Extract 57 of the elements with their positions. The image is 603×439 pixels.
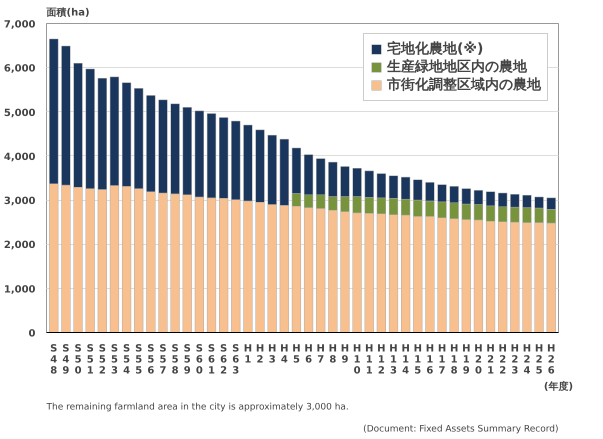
x-tick-label: S50 [74, 344, 82, 376]
x-tick-label: H4 [280, 344, 288, 366]
x-tick-label: H21 [486, 344, 495, 376]
x-tick-label: H9 [340, 344, 350, 366]
x-tick-label: S59 [184, 344, 191, 376]
x-tick-label: H2 [256, 344, 264, 366]
x-tick-label: S57 [159, 344, 167, 376]
x-tick-label: S53 [110, 344, 118, 376]
x-tick-label: H24 [522, 344, 532, 376]
x-tick-label: H14 [401, 344, 410, 376]
x-tick-label: H12 [377, 344, 386, 376]
x-tick-label: H7 [316, 344, 325, 366]
x-tick-label: H16 [426, 344, 434, 376]
x-tick-label: S61 [208, 344, 216, 376]
y-tick-label: 0 [28, 328, 36, 340]
y-tick-label: 3,000 [4, 196, 36, 208]
y-tick-label: 7,000 [4, 20, 36, 30]
x-tick-label: S58 [172, 344, 179, 376]
x-tick-label: S55 [135, 344, 142, 376]
x-tick-label: S60 [196, 344, 203, 376]
legend-label: 宅地化農地(※) [387, 40, 484, 58]
x-tick-label: H17 [438, 344, 446, 376]
x-tick-label: S52 [98, 344, 106, 376]
x-tick-label: S49 [62, 344, 70, 376]
x-axis-title: (年度) [544, 380, 574, 392]
x-tick-label: H20 [474, 344, 483, 376]
x-tick-label: H22 [498, 344, 507, 376]
x-tick-label: S51 [86, 344, 94, 376]
text: (Document: Fixed Assets Summary Record) [363, 424, 559, 434]
x-tick-label: H10 [352, 344, 362, 376]
y-tick-label: 5,000 [4, 108, 36, 119]
x-tick-label: H5 [292, 344, 301, 366]
y-tick-label: 6,000 [4, 64, 36, 75]
text: The remaining farmland area in the city is approximately 3,000 ha. [46, 402, 349, 412]
x-tick-label: H1 [244, 344, 252, 366]
legend-label: 市街化調整区域内の農地 [387, 76, 541, 94]
x-tick-label: H18 [450, 344, 458, 376]
y-tick-label: 2,000 [4, 240, 36, 252]
x-tick-label: H25 [534, 344, 544, 376]
x-tick-label: H26 [547, 344, 556, 376]
y-tick-label: 4,000 [4, 152, 36, 163]
x-tick-label: H13 [389, 344, 398, 376]
y-tick-label: 1,000 [4, 284, 36, 296]
y-axis-title: 面積(ha) [46, 6, 90, 18]
x-tick-label: H8 [328, 344, 338, 366]
x-tick-label: S63 [232, 344, 240, 376]
legend-label: 生産緑地地区内の農地 [387, 58, 527, 76]
x-tick-label: H11 [365, 344, 374, 376]
x-tick-label: H6 [304, 344, 313, 366]
x-tick-label: H3 [268, 344, 276, 366]
x-tick-label: S48 [50, 344, 58, 376]
x-tick-label: S62 [220, 344, 228, 376]
x-tick-label: S56 [147, 344, 154, 376]
x-tick-label: H19 [462, 344, 470, 376]
x-tick-label: H15 [414, 344, 422, 376]
x-tick-label: S54 [122, 344, 130, 376]
x-tick-label: H23 [510, 344, 520, 376]
